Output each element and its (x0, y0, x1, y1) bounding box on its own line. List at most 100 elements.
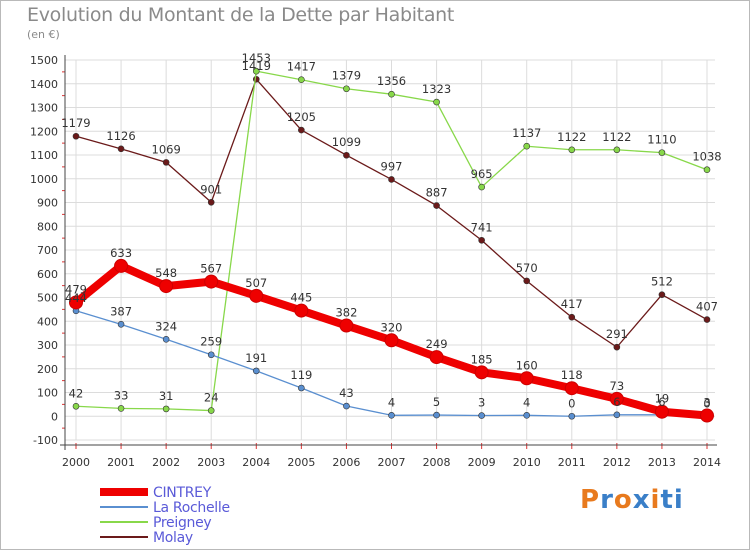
logo-letter: x (632, 485, 651, 515)
data-label-cintrey: 633 (110, 246, 132, 260)
proxiti-logo: Proxiti (580, 485, 684, 515)
x-tick-label: 2000 (62, 456, 90, 469)
data-point-preigney (568, 146, 576, 154)
x-axis: 2000 2001 2002 2003 2004 2005 2006 2007 2008 2009… (60, 443, 721, 469)
legend-label-cintrey: CINTREY (153, 485, 212, 501)
data-label-preigney: 1417 (287, 60, 316, 74)
data-point-la-rochelle (613, 411, 621, 419)
data-point-preigney (117, 405, 125, 412)
data-label-preigney: 24 (204, 391, 219, 405)
data-label-la-rochelle: 444 (65, 291, 87, 305)
data-label-molay: 1205 (287, 110, 316, 124)
data-point-cintrey (339, 318, 354, 333)
data-label-cintrey: 507 (245, 276, 267, 290)
data-label-molay: 1419 (242, 59, 271, 73)
logo-letter: o (613, 485, 633, 515)
data-point-cintrey (654, 404, 669, 419)
data-point-molay (478, 236, 485, 244)
data-label-preigney: 965 (471, 167, 493, 181)
x-tick-label: 2008 (423, 456, 451, 469)
x-tick-label: 2009 (468, 456, 496, 469)
data-point-la-rochelle (478, 412, 485, 419)
data-point-molay (207, 198, 215, 206)
data-point-la-rochelle (252, 367, 260, 375)
data-label-la-rochelle: 0 (703, 396, 710, 410)
data-label-cintrey: 479 (65, 282, 87, 296)
data-point-preigney (388, 90, 395, 98)
data-label-la-rochelle: 387 (110, 304, 132, 318)
data-point-preigney (207, 407, 215, 414)
data-point-molay (703, 316, 711, 323)
data-point-cintrey (474, 365, 489, 380)
data-label-preigney: 1323 (422, 82, 451, 96)
y-tick-label: 1400 (30, 78, 58, 91)
logo-letter: P (580, 485, 601, 515)
data-point-preigney (523, 142, 531, 150)
data-label-preigney: 33 (114, 388, 129, 402)
logo-letter: i (673, 485, 684, 515)
data-point-molay (72, 132, 80, 140)
x-tick-label: 2004 (242, 456, 270, 469)
data-label-molay: 901 (200, 182, 222, 196)
data-label-molay: 997 (381, 159, 403, 173)
data-point-molay (613, 343, 621, 351)
data-point-preigney (613, 146, 621, 154)
x-tick-label: 2007 (378, 456, 406, 469)
y-tick-label: 400 (37, 315, 58, 328)
data-label-preigney: 1379 (332, 69, 361, 83)
data-point-la-rochelle (523, 411, 531, 419)
data-label-la-rochelle: 6 (658, 395, 665, 409)
x-tick-label: 2001 (107, 456, 135, 469)
data-label-molay: 407 (696, 300, 718, 314)
data-point-cintrey (384, 333, 399, 348)
data-label-molay: 887 (426, 186, 448, 200)
data-point-preigney (478, 183, 485, 191)
y-tick-label: 1200 (30, 125, 58, 138)
data-point-molay (117, 145, 125, 153)
data-point-la-rochelle (343, 402, 350, 410)
data-label-preigney: 42 (69, 386, 84, 400)
y-tick-label: 700 (37, 244, 58, 257)
data-label-molay: 1099 (332, 135, 361, 149)
data-label-molay: 741 (471, 220, 493, 234)
data-point-molay (568, 313, 576, 321)
data-point-cintrey (204, 274, 219, 289)
data-point-cintrey (294, 303, 309, 318)
data-label-molay: 1126 (106, 129, 135, 143)
y-tick-label: 800 (37, 220, 58, 233)
data-point-cintrey (159, 279, 174, 294)
x-tick-label: 2002 (152, 456, 180, 469)
data-point-preigney (162, 405, 170, 413)
chart-title: Evolution du Montant de la Dette par Hab… (27, 4, 455, 26)
data-label-cintrey: 3 (703, 396, 710, 410)
data-point-cintrey (564, 381, 579, 396)
data-label-preigney: 1453 (242, 51, 271, 65)
data-label-cintrey: 19 (655, 392, 670, 406)
data-point-la-rochelle (207, 351, 215, 359)
data-label-preigney: 1110 (647, 133, 676, 147)
x-tick-label: 2003 (197, 456, 225, 469)
data-point-cintrey (519, 371, 534, 386)
logo-letter: i (650, 485, 661, 515)
data-point-preigney (252, 67, 260, 75)
legend-label-molay: Molay (153, 530, 193, 546)
data-point-cintrey (69, 295, 83, 310)
data-label-cintrey: 118 (561, 368, 583, 382)
data-label-la-rochelle: 119 (290, 368, 312, 382)
legend-label-la-rochelle: La Rochelle (153, 500, 230, 516)
y-tick-label: 900 (37, 197, 58, 210)
data-point-preigney (658, 149, 666, 156)
data-point-cintrey (429, 350, 444, 365)
grid (65, 59, 715, 441)
data-point-molay (298, 126, 305, 134)
data-label-molay: 1069 (152, 142, 181, 156)
data-label-preigney: 1038 (692, 150, 721, 164)
data-point-la-rochelle (117, 321, 125, 328)
y-tick-label: 1500 (30, 54, 58, 67)
data-label-la-rochelle: 4 (523, 395, 530, 409)
y-tick-label: 500 (37, 292, 58, 305)
data-point-la-rochelle (298, 384, 305, 392)
y-tick-label: -100 (33, 434, 58, 447)
